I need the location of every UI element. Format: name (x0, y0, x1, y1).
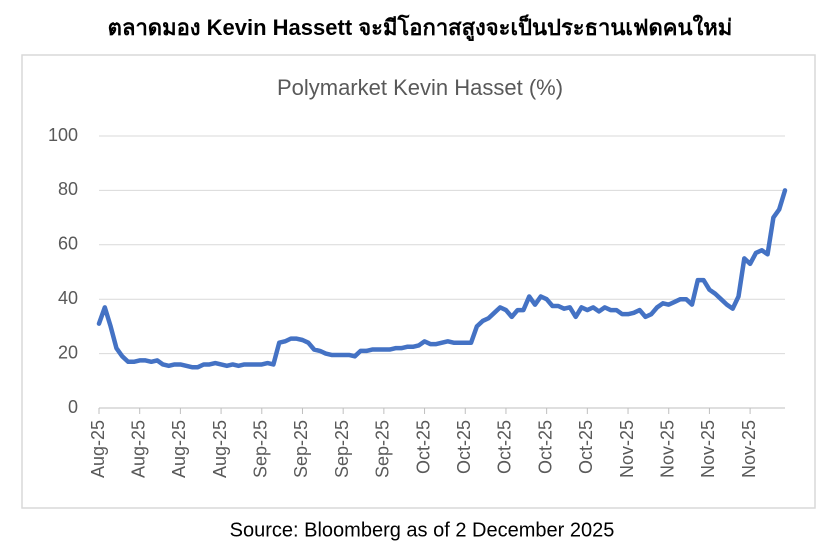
chart-title: Polymarket Kevin Hasset (%) (277, 75, 563, 100)
x-tick-label: Oct-25 (413, 420, 433, 474)
y-tick-label: 100 (48, 125, 78, 145)
x-tick-label: Oct-25 (454, 420, 474, 474)
x-tick-label: Nov-25 (617, 420, 637, 478)
x-tick-label: Aug-25 (128, 420, 148, 478)
page-title: ตลาดมอง Kevin Hassett จะมีโอกาสสูงจะเป็น… (108, 13, 733, 42)
y-tick-label: 40 (58, 288, 78, 308)
x-tick-label: Nov-25 (657, 420, 677, 478)
x-tick-label: Sep-25 (251, 420, 271, 478)
x-tick-label: Oct-25 (495, 420, 515, 474)
x-tick-label: Aug-25 (88, 420, 108, 478)
x-tick-label: Sep-25 (373, 420, 393, 478)
data-line (96, 188, 788, 370)
y-tick-label: 60 (58, 234, 78, 254)
chart-frame (21, 54, 816, 509)
x-tick-label: Oct-25 (576, 420, 596, 474)
x-tick-label: Sep-25 (291, 420, 311, 478)
x-tick-label: Sep-25 (332, 420, 352, 478)
x-tick-label: Nov-25 (698, 420, 718, 478)
x-tick-label: Oct-25 (535, 420, 555, 474)
y-tick-label: 0 (68, 397, 78, 417)
y-tick-label: 20 (58, 342, 78, 362)
x-tick-label: Aug-25 (210, 420, 230, 478)
source-note: Source: Bloomberg as of 2 December 2025 (230, 519, 615, 541)
x-tick-label: Nov-25 (739, 420, 759, 478)
y-tick-label: 80 (58, 179, 78, 199)
x-tick-label: Aug-25 (169, 420, 189, 478)
